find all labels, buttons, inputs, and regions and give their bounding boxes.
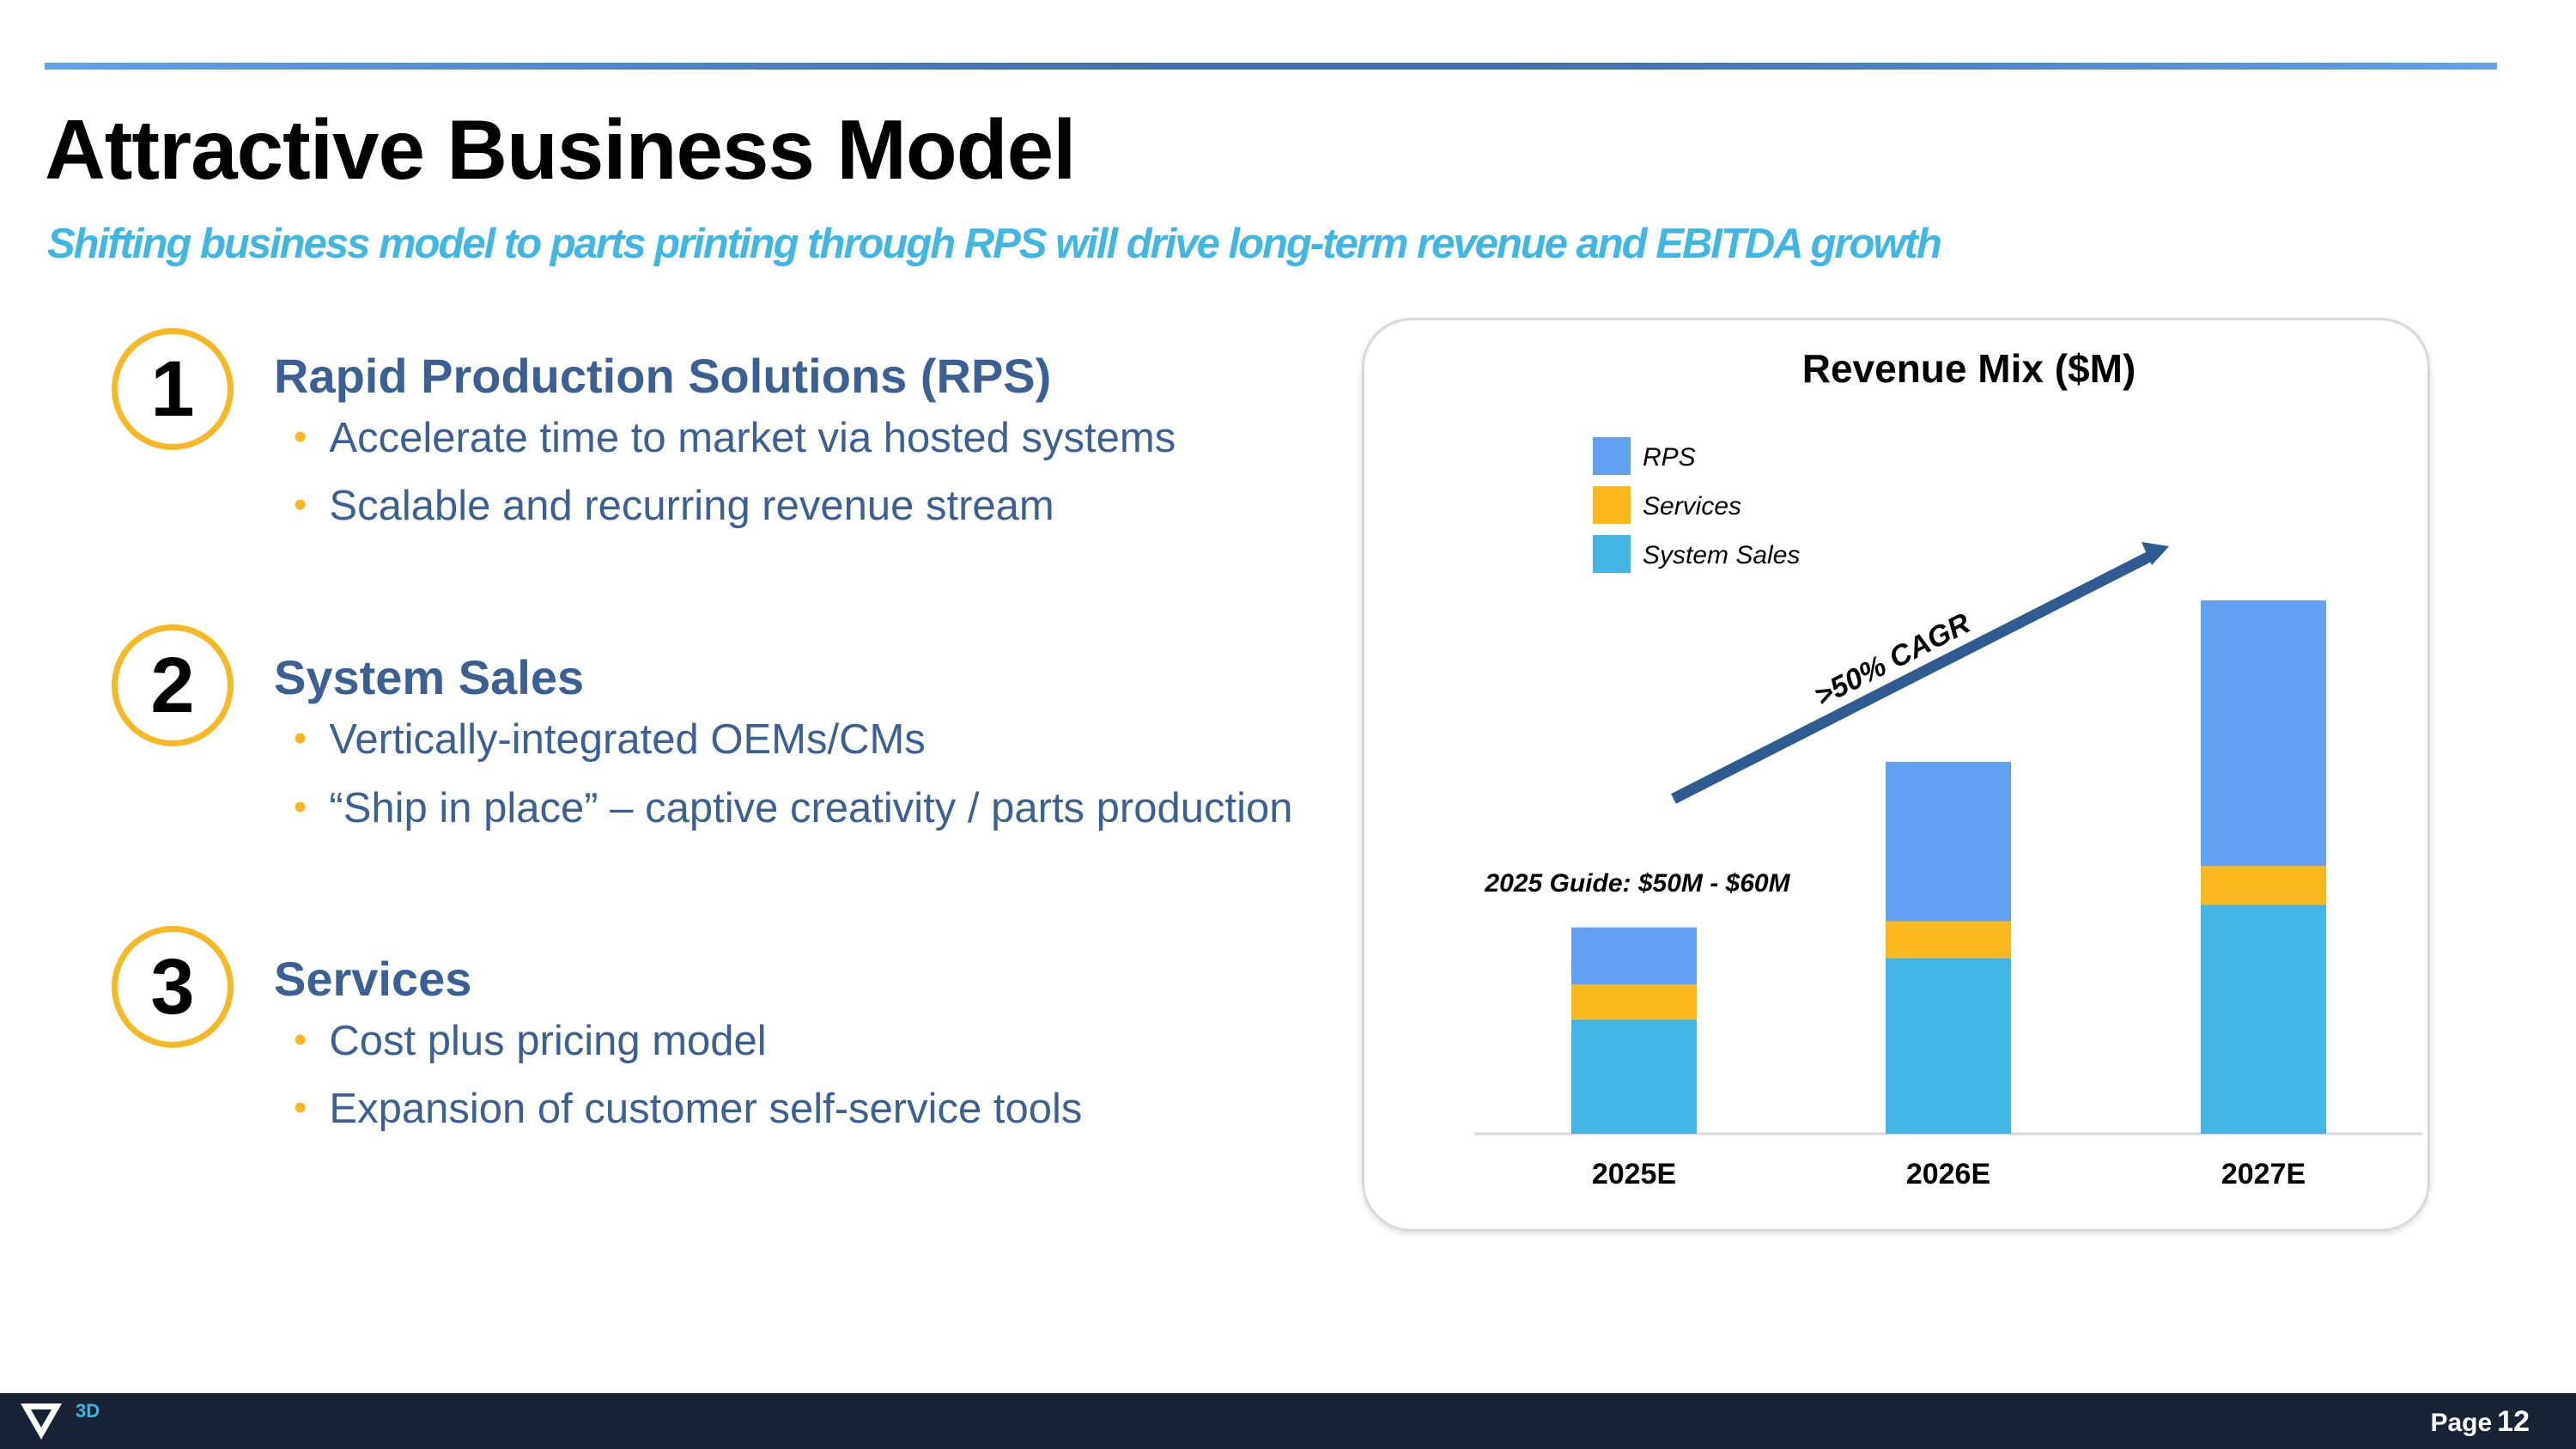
bullet-text: “Ship in place” – captive creativity / p… [329, 785, 1293, 831]
bullet-item: • Vertically-integrated OEMs/CMs [294, 715, 926, 764]
bar-rps-2025E [1571, 927, 1697, 985]
bar-system-sales-2025E [1571, 1019, 1697, 1134]
bar-system-sales-2026E [1886, 958, 2011, 1134]
legend-swatch-services [1593, 486, 1631, 524]
bullet-dot-icon: • [294, 717, 307, 759]
bullet-text: Cost plus pricing model [329, 1018, 767, 1064]
bullet-dot-icon: • [294, 1087, 307, 1129]
section-title-services: Services [274, 952, 472, 1006]
legend-swatch-rps [1593, 437, 1631, 475]
section-title-system-sales: System Sales [274, 650, 585, 704]
bullet-dot-icon: • [294, 1019, 307, 1061]
bar-rps-2026E [1886, 761, 2011, 922]
legend-label-system-sales: System Sales [1643, 541, 1800, 569]
cagr-arrow-shaft [1671, 548, 2159, 804]
bullet-item: • Expansion of customer self-service tool… [294, 1085, 1082, 1133]
page-number: Page 12 [2430, 1405, 2530, 1439]
section-number-badge: 1 [112, 328, 234, 450]
bar-services-2026E [1886, 921, 2011, 959]
bullet-item: • Cost plus pricing model [294, 1017, 767, 1065]
footer-bar: 3D Page 12 [0, 1393, 2576, 1449]
x-tick-label: 2027E [2221, 1158, 2306, 1190]
bar-services-2025E [1571, 984, 1697, 1020]
cagr-arrowhead-icon [2142, 542, 2169, 565]
bar-services-2027E [2201, 866, 2326, 905]
bullet-dot-icon: • [294, 416, 307, 458]
top-divider [45, 63, 2497, 70]
bullet-text: Accelerate time to market via hosted sys… [329, 415, 1176, 461]
bar-system-sales-2027E [2201, 904, 2326, 1134]
bullet-text: Vertically-integrated OEMs/CMs [329, 716, 926, 763]
bullet-text: Scalable and recurring revenue stream [329, 483, 1054, 529]
legend-label-rps: RPS [1643, 443, 1696, 472]
guide-annotation: 2025 Guide: $50M - $60M [1484, 869, 1790, 898]
bar-rps-2027E [2201, 600, 2326, 867]
bullet-item: • Scalable and recurring revenue stream [294, 482, 1054, 530]
page-label-text: Page [2430, 1409, 2493, 1437]
revenue-mix-chart: Revenue Mix ($M) RPS Services System Sales 2… [1474, 346, 2422, 1190]
legend-label-services: Services [1643, 492, 1741, 521]
x-tick-label: 2026E [1906, 1158, 1990, 1190]
bullet-text: Expansion of customer self-service tools [329, 1086, 1083, 1132]
bullet-item: • Accelerate time to market via hosted sy… [294, 414, 1176, 462]
x-tick-label: 2025E [1592, 1158, 1676, 1190]
section-title-rps: Rapid Production Solutions (RPS) [274, 349, 1052, 403]
legend-swatch-system-sales [1593, 535, 1631, 573]
page-title: Attractive Business Model [45, 102, 1076, 197]
revenue-mix-chart-card: Revenue Mix ($M) RPS Services System Sales 2… [1362, 318, 2430, 1232]
bullet-item: • “Ship in place” – captive creativity / … [294, 784, 1293, 832]
brand-3d-label: 3D [76, 1400, 100, 1422]
bullet-dot-icon: • [294, 484, 307, 526]
section-number-badge: 2 [112, 624, 234, 746]
section-number-badge: 3 [112, 926, 234, 1048]
chart-title: Revenue Mix ($M) [1802, 346, 2136, 391]
bullet-dot-icon: • [294, 786, 307, 828]
v-logo-icon [21, 1403, 62, 1440]
page-number-value: 12 [2497, 1405, 2530, 1438]
page-subtitle: Shifting business model to parts printin… [47, 221, 1942, 267]
